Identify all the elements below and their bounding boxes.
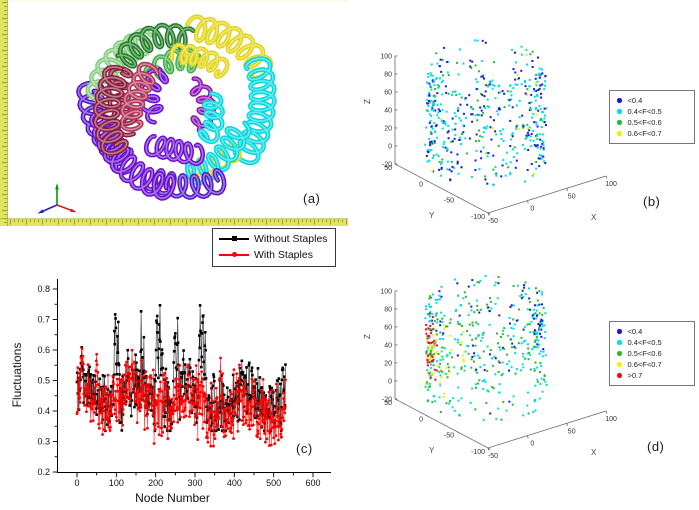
legend-marker-icon — [617, 340, 622, 345]
panel-b-label: (b) — [643, 194, 661, 209]
legend-entry: 0.6<F<0.7 — [617, 128, 690, 139]
legend-entry: 0.5<F<0.6 — [617, 117, 690, 128]
panel-a: (a) — [0, 0, 354, 226]
panel-b-z-axis-label: Z — [362, 99, 372, 104]
legend-marker-icon — [617, 131, 622, 136]
molecule-render-canvas — [0, 0, 354, 226]
legend-marker-icon — [617, 351, 622, 356]
panel-b-y-axis-label: Y — [429, 211, 435, 220]
legend-entry: <0.4 — [617, 95, 690, 106]
panel-b-x-axis-label: X — [591, 213, 597, 222]
panel-d-legend: <0.4 0.4<F<0.5 0.5<F<0.6 0.6<F<0.7 >0.7 — [609, 321, 695, 386]
panel-b-legend: <0.4 0.4<F<0.5 0.5<F<0.6 0.6<F<0.7 — [609, 90, 695, 144]
legend-line-square-icon — [219, 234, 249, 244]
panel-c-legend: Without Staples With Staples — [212, 228, 336, 267]
panel-d-z-axis-label: Z — [362, 334, 372, 339]
legend-entry: <0.4 — [617, 326, 690, 337]
panel-d-x-axis-label: X — [591, 448, 597, 457]
legend-entry: With Staples — [219, 247, 328, 263]
panel-a-label: (a) — [303, 191, 321, 206]
legend-marker-icon — [617, 329, 622, 334]
legend-marker-icon — [617, 120, 622, 125]
legend-entry: >0.7 — [617, 370, 690, 381]
legend-entry: 0.5<F<0.6 — [617, 348, 690, 359]
panel-d: Z Y X <0.4 0.4<F<0.5 0.5<F<0.6 0.6<F<0.7… — [345, 255, 699, 510]
legend-entry: 0.4<F<0.5 — [617, 337, 690, 348]
panel-c-x-axis-label: Node Number — [135, 491, 210, 505]
panel-c: Without Staples With Staples Fluctuation… — [0, 225, 345, 510]
legend-line-circle-icon — [219, 250, 249, 260]
legend-entry: Without Staples — [219, 231, 328, 247]
legend-marker-icon — [617, 373, 622, 378]
legend-entry: 0.6<F<0.7 — [617, 359, 690, 370]
legend-marker-icon — [617, 362, 622, 367]
panel-c-y-axis-label: Fluctuations — [10, 342, 24, 408]
legend-entry: 0.4<F<0.5 — [617, 106, 690, 117]
panel-b: Z Y X <0.4 0.4<F<0.5 0.5<F<0.6 0.6<F<0.7… — [345, 0, 699, 230]
legend-marker-icon — [617, 98, 622, 103]
legend-marker-icon — [617, 109, 622, 114]
fluctuations-plot-canvas — [0, 225, 345, 510]
panel-d-y-axis-label: Y — [429, 446, 435, 455]
panel-c-label: (c) — [296, 441, 313, 456]
panel-d-label: (d) — [647, 439, 665, 454]
